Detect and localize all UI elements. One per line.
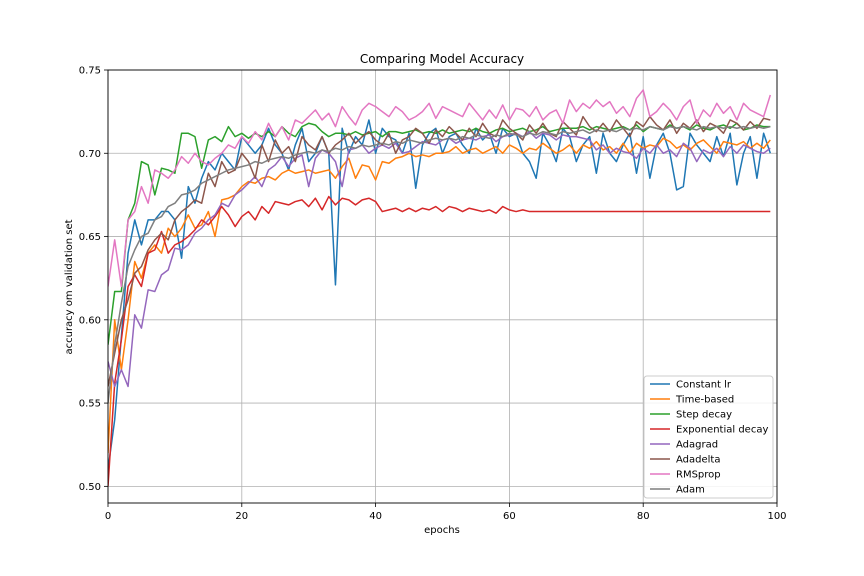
y-tick-label: 0.75: [79, 66, 101, 77]
axes-frame: [107, 69, 778, 504]
y-tick-label: 0.70: [79, 149, 101, 160]
y-axis-label: accuracy om validation set: [64, 219, 75, 354]
plot-series-group: [108, 89, 772, 487]
x-tick-label: 60: [503, 511, 516, 522]
x-tick-label: 100: [767, 511, 786, 522]
series-line-constant-lr: [108, 119, 772, 470]
legend: Constant lr Time-based Step decay Exponenti…: [643, 375, 774, 499]
x-tick-label: 20: [235, 511, 248, 522]
series-line-adam: [108, 125, 771, 404]
y-axis-ticks: 0.50 0.55 0.60 0.65 0.70 0.75: [79, 66, 108, 493]
y-tick-label: 0.55: [79, 399, 101, 410]
x-tick-label: 80: [637, 511, 650, 522]
legend-label: Constant lr: [676, 380, 732, 391]
legend-label: Adagrad: [676, 440, 718, 451]
legend-label: Adadelta: [676, 455, 720, 466]
legend-label: Exponential decay: [676, 425, 768, 436]
legend-label: Step decay: [676, 410, 732, 421]
x-axis-label: epochs: [424, 525, 460, 536]
legend-box: [643, 375, 774, 499]
legend-label: Adam: [676, 485, 705, 496]
series-line-adagrad: [108, 130, 771, 388]
series-line-rmsprop: [108, 89, 772, 288]
x-tick-label: 0: [105, 511, 111, 522]
legend-label: Time-based: [675, 395, 734, 406]
series-line-time-based: [108, 137, 771, 454]
y-tick-label: 0.65: [79, 232, 101, 243]
x-axis-ticks: 0 20 40 60 80 100: [105, 503, 787, 522]
chart-title: Comparing Model Accuracy: [360, 52, 524, 66]
legend-label: RMSprop: [676, 470, 721, 481]
y-tick-label: 0.60: [79, 315, 101, 326]
x-tick-label: 40: [369, 511, 382, 522]
y-tick-label: 0.50: [79, 482, 101, 493]
series-line-exponential-decay: [108, 195, 771, 487]
